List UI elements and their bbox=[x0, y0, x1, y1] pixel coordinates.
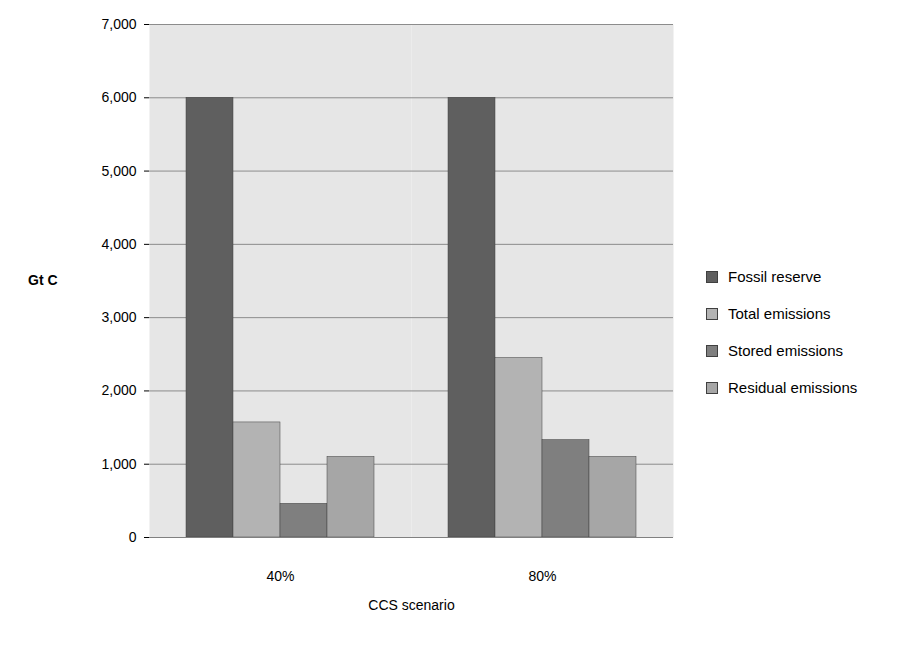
html-text:Gt C: Gt C bbox=[28, 272, 58, 288]
svg-text:7,000: 7,000 bbox=[101, 16, 136, 32]
svg-text:2,000: 2,000 bbox=[101, 382, 136, 398]
svg-text:40%: 40% bbox=[266, 568, 294, 584]
html-text:Fossil reserve: Fossil reserve bbox=[728, 268, 822, 285]
svg-text:4,000: 4,000 bbox=[101, 236, 136, 252]
svg-text:CCS scenario: CCS scenario bbox=[368, 597, 455, 613]
html-text:Total emissions: Total emissions bbox=[728, 305, 831, 322]
svg-text:5,000: 5,000 bbox=[101, 163, 136, 179]
html-text:Residual emissions: Residual emissions bbox=[728, 379, 858, 396]
svg-text:0: 0 bbox=[129, 529, 137, 545]
svg-text:80%: 80% bbox=[528, 568, 556, 584]
html-text:Stored emissions: Stored emissions bbox=[728, 342, 844, 359]
svg-text:1,000: 1,000 bbox=[101, 456, 136, 472]
svg-text:3,000: 3,000 bbox=[101, 309, 136, 325]
svg-text:6,000: 6,000 bbox=[101, 89, 136, 105]
